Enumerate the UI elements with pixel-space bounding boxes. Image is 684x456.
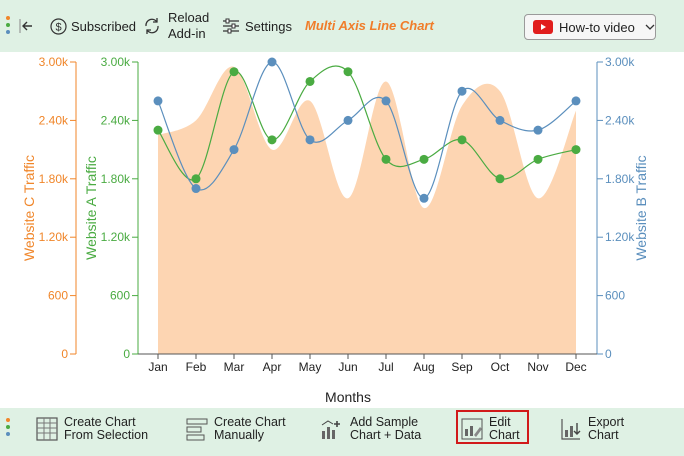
left-inner-axis-tick-label: 600: [110, 289, 130, 303]
export-chart-label: Export Chart: [588, 415, 625, 442]
x-tick-label: Oct: [491, 360, 510, 374]
x-tick-label: Jan: [148, 360, 167, 374]
point-website-b: [419, 193, 429, 203]
point-website-a: [457, 135, 467, 145]
table-icon: [36, 417, 58, 441]
howto-label: How-to video: [559, 19, 635, 35]
point-website-b: [495, 115, 505, 125]
point-layer: [153, 57, 581, 203]
point-website-a: [533, 154, 543, 164]
reload-label: Reload Add-in: [168, 10, 210, 41]
area-layer: [158, 66, 576, 354]
subscribed-label: Subscribed: [71, 19, 137, 34]
x-tick-label: Aug: [413, 360, 434, 374]
point-website-a: [571, 145, 581, 155]
point-website-a: [495, 174, 505, 184]
left-outer-axis-tick-label: 1.80k: [39, 172, 69, 186]
chart-sample-icon: [321, 420, 340, 439]
back-button[interactable]: [18, 18, 34, 34]
settings-label: Settings: [245, 18, 292, 34]
right-axis-tick-label: 1.20k: [605, 230, 635, 244]
left-inner-axis-tick-label: 0: [123, 347, 130, 361]
create-manual-label: Create Chart Manually: [214, 415, 286, 442]
right-axis-tick-label: 600: [605, 289, 625, 303]
point-website-a: [153, 125, 163, 135]
left-inner-axis-tick-label: 1.80k: [101, 172, 131, 186]
svg-text:$: $: [55, 22, 61, 34]
left-outer-axis-tick-label: 2.40k: [39, 113, 69, 127]
x-tick-label: May: [299, 360, 322, 374]
point-website-a: [419, 154, 429, 164]
point-website-b: [305, 135, 315, 145]
left-inner-axis-tick-label: 2.40k: [101, 113, 131, 127]
create-chart-from-selection-button[interactable]: Create Chart From Selection: [36, 416, 148, 442]
youtube-icon: [533, 20, 553, 34]
area-series-website-c: [158, 66, 576, 354]
x-tick-label: Feb: [186, 360, 207, 374]
app-title: Multi Axis Line Chart: [305, 18, 434, 33]
left-inner-axis-title: Website A Traffic: [83, 156, 99, 260]
x-tick-label: Mar: [224, 360, 245, 374]
x-tick-label: Dec: [565, 360, 586, 374]
point-website-a: [343, 67, 353, 77]
left-outer-axis-tick-label: 600: [48, 289, 68, 303]
left-outer-axis-tick-label: 3.00k: [39, 55, 69, 69]
right-axis-title: Website B Traffic: [633, 155, 649, 260]
create-selection-label: Create Chart From Selection: [64, 415, 149, 442]
point-website-a: [381, 154, 391, 164]
chevron-down-icon: [645, 24, 655, 30]
right-axis-tick-label: 0: [605, 347, 612, 361]
add-sample-label: Add Sample Chart + Data: [350, 415, 422, 442]
left-inner-axis-tick-label: 1.20k: [101, 230, 131, 244]
point-website-a: [191, 174, 201, 184]
edit-chart-button[interactable]: Edit Chart: [461, 416, 520, 442]
x-tick-label: Sep: [451, 360, 473, 374]
point-website-b: [343, 115, 353, 125]
x-tick-label: Jun: [338, 360, 357, 374]
right-axis-tick-label: 3.00k: [605, 55, 635, 69]
point-website-b: [571, 96, 581, 106]
point-website-a: [229, 67, 239, 77]
x-tick-label: Apr: [263, 360, 282, 374]
howto-video-button[interactable]: How-to video: [524, 14, 656, 40]
export-chart-button[interactable]: Export Chart: [560, 416, 624, 442]
left-inner-axis-tick-label: 3.00k: [101, 55, 131, 69]
settings-button[interactable]: Settings: [222, 18, 292, 34]
point-website-b: [267, 57, 277, 67]
subscribed-button[interactable]: $ Subscribed: [50, 18, 136, 35]
x-tick-label: Nov: [527, 360, 548, 374]
point-website-b: [533, 125, 543, 135]
point-website-b: [381, 96, 391, 106]
create-chart-manually-button[interactable]: Create Chart Manually: [186, 416, 286, 442]
x-tick-label: Jul: [378, 360, 393, 374]
left-outer-axis-tick-label: 1.20k: [39, 230, 69, 244]
multi-axis-line-chart: 0 600 1.20k 1.80k 2.40k 3.00k Website C Traffi…: [21, 55, 649, 405]
label-layer: 0 600 1.20k 1.80k 2.40k 3.00k Website C Traffi…: [21, 55, 649, 405]
add-sample-chart-button[interactable]: Add Sample Chart + Data: [320, 416, 421, 442]
point-website-b: [191, 184, 201, 194]
back-arrow-icon: [19, 19, 32, 33]
dollar-icon: $: [50, 18, 67, 35]
drag-handle-icon[interactable]: [6, 16, 10, 37]
reload-addin-button[interactable]: Reload Add-in: [142, 10, 209, 42]
point-website-a: [305, 76, 315, 86]
edit-chart-highlight: [456, 410, 529, 444]
drag-handle-bottom-icon[interactable]: [6, 418, 10, 439]
point-website-a: [267, 135, 277, 145]
point-website-b: [229, 145, 239, 155]
list-icon: [186, 418, 208, 441]
left-outer-axis-tick-label: 0: [61, 347, 68, 361]
right-axis-tick-label: 2.40k: [605, 113, 635, 127]
sliders-icon: [223, 18, 239, 34]
left-outer-axis-title: Website C Traffic: [21, 155, 37, 261]
point-website-b: [153, 96, 163, 106]
export-icon: [561, 419, 581, 440]
x-axis-title: Months: [325, 389, 371, 405]
point-website-b: [457, 86, 467, 96]
refresh-icon: [145, 18, 159, 34]
edit-chart-icon: [461, 418, 483, 440]
axis-layer: [70, 61, 603, 359]
edit-chart-label: Edit Chart: [489, 415, 520, 442]
right-axis-tick-label: 1.80k: [605, 172, 635, 186]
